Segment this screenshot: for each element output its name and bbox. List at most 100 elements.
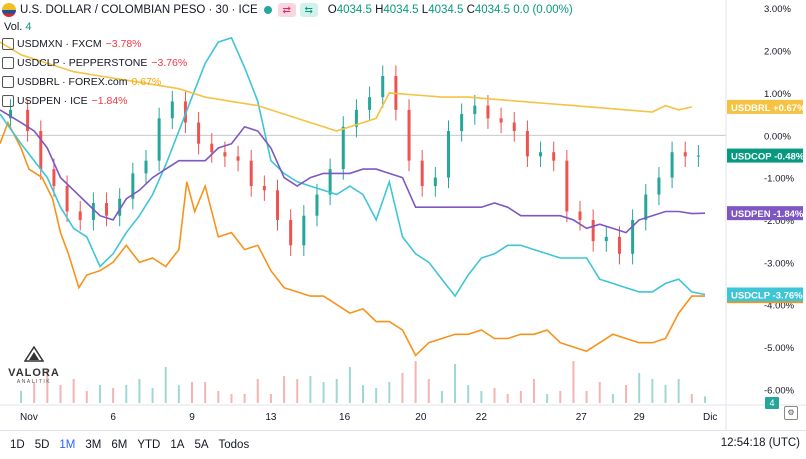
candle-body [683, 152, 687, 157]
candle-body [512, 122, 516, 132]
volume-bar [322, 382, 325, 403]
candle-body [696, 155, 700, 157]
volume-bar [519, 391, 522, 403]
volume-bar [559, 391, 562, 403]
candle-body [617, 236, 621, 254]
volume-bar [72, 379, 75, 403]
candle-body [631, 219, 635, 254]
compare-icon[interactable]: ⇆ [299, 3, 318, 17]
candle-body [591, 219, 595, 242]
volume-bar [138, 379, 141, 403]
volume-bar [585, 391, 588, 403]
volume-bar [230, 394, 233, 403]
volume-bar [20, 391, 23, 403]
timeframe-button[interactable]: 6M [111, 439, 128, 451]
x-tick-label: Dic [703, 412, 717, 423]
legend-item[interactable]: USDPEN · ICE −1.84% [2, 95, 128, 107]
symbol-icon [2, 76, 14, 88]
candle-body [657, 177, 661, 195]
legend-change: 0.67% [131, 76, 162, 88]
y-tick-label: -3.00% [764, 258, 795, 269]
timeframe-button[interactable]: 5D [34, 439, 50, 451]
timeframe-button[interactable]: YTD [137, 439, 161, 451]
candle-body [157, 118, 161, 161]
volume-bar [59, 385, 62, 403]
alert-icon[interactable]: ⇄ [277, 3, 296, 17]
volume-bar [493, 388, 496, 403]
volume-bar [85, 391, 88, 403]
volume-bar [46, 370, 49, 403]
market-open-icon [263, 6, 272, 14]
candle-body [368, 97, 372, 110]
candle-body [486, 105, 490, 119]
chart-title[interactable]: U.S. DOLLAR / COLOMBIAN PESO · 30 · ICE [20, 4, 258, 16]
legend-change: −1.84% [91, 95, 128, 107]
timeframe-button[interactable]: 1M [59, 439, 76, 451]
volume-bar [309, 376, 312, 403]
timeframe-button[interactable]: 1A [170, 439, 185, 451]
y-tick-label: 0.00% [764, 131, 791, 142]
x-tick-label: 9 [189, 412, 195, 423]
candle-body [525, 131, 529, 157]
timeframe-button[interactable]: Todos [218, 439, 250, 451]
logo-subtext: ANALITIK [16, 379, 52, 385]
legend-symbol: USDMXN · FXCM [17, 38, 102, 50]
series-label-bg [727, 206, 803, 221]
legend-item[interactable]: USDCLP · PEPPERSTONE −3.76% [2, 57, 187, 69]
y-tick-label: -2.00% [764, 216, 795, 227]
series-line-usdmxn [0, 120, 705, 357]
candle-body [341, 126, 345, 170]
volume-bar [664, 385, 667, 403]
volume-bar [703, 396, 706, 403]
candle-body [236, 156, 240, 161]
volume-bar [427, 379, 430, 403]
legend-item[interactable]: USDBRL · FOREX.com 0.67% [2, 76, 161, 88]
volume-bar [362, 385, 364, 403]
candle-body [407, 109, 411, 161]
x-tick-label: 20 [415, 412, 427, 423]
candle-body [552, 152, 556, 161]
series-label-bg [727, 287, 803, 302]
price-chart[interactable]: 3.00% 2.00% 1.00% 0.00% -1.00% -2.00% -3.00% -4… [0, 0, 806, 430]
candle-body [578, 211, 582, 220]
candle-body [91, 203, 95, 220]
y-tick-label: -1.00% [764, 174, 795, 185]
volume-bar [506, 394, 509, 403]
candle-body [473, 105, 477, 115]
series-end-label: USDCOP -0.48% [731, 152, 805, 163]
volume-bar [480, 391, 483, 403]
candle-body [315, 194, 319, 216]
series-end-label: USDCLP -3.76% [731, 290, 803, 301]
volume-bar [401, 373, 404, 403]
volume-bar [414, 361, 417, 403]
candle-body [446, 131, 450, 178]
volume-bar [256, 379, 259, 403]
volume-bar [151, 388, 154, 403]
legend-item[interactable]: USDMXN · FXCM −3.78% [2, 38, 142, 50]
volume-bar [440, 391, 443, 403]
candle-body [118, 198, 122, 216]
timeframe-button[interactable]: 5A [194, 439, 209, 451]
candle-body [26, 109, 30, 132]
volume-indicator-label[interactable]: Vol. 4 [4, 21, 32, 33]
y-tick-label: -6.00% [764, 385, 795, 396]
volume-bar [125, 385, 128, 403]
candle-body [565, 160, 569, 212]
scale-settings-icon[interactable]: ⚙ [784, 406, 798, 420]
volume-bar [375, 388, 378, 403]
x-tick-label: 6 [110, 412, 116, 423]
volume-bar [572, 361, 575, 403]
x-tick-label: 16 [339, 412, 351, 423]
timeframe-button[interactable]: 3M [85, 439, 102, 451]
candle-body [670, 152, 674, 178]
volume-bar [677, 379, 680, 403]
candle-body [9, 109, 13, 119]
candle-body [144, 160, 148, 174]
candle-body [276, 190, 280, 220]
symbol-icon [2, 38, 14, 50]
timeframe-button[interactable]: 1D [10, 439, 25, 451]
chart-header: U.S. DOLLAR / COLOMBIAN PESO · 30 · ICE … [0, 0, 573, 20]
legend-symbol: USDPEN · ICE [17, 95, 88, 107]
volume-bar [467, 385, 470, 403]
legend-symbol: USDBRL · FOREX.com [17, 76, 128, 88]
